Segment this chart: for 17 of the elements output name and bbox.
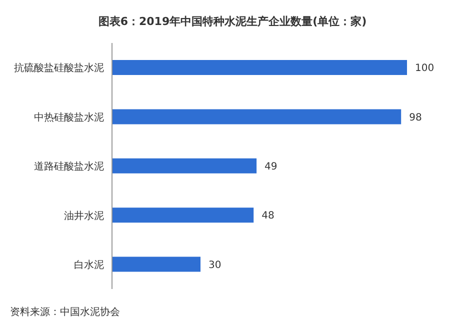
data-label: 100 [415, 63, 434, 74]
data-label: 48 [262, 210, 274, 222]
y-tick-label: 油井水泥 [64, 210, 104, 222]
y-tick-label: 中热硅酸盐水泥 [34, 111, 104, 124]
y-tick-label: 抗硫酸盐硅酸盐水泥 [14, 62, 104, 74]
data-label: 49 [264, 161, 278, 172]
data-label: 30 [208, 260, 222, 271]
chart-title: 图表6：2019年中国特种水泥生产企业数量(单位：家) [97, 14, 368, 29]
bar [112, 158, 257, 174]
bar [112, 60, 407, 75]
text: 资料来源：中国水泥协会 [10, 306, 120, 319]
data-label: 98 [409, 112, 422, 124]
bar [112, 208, 254, 223]
bar [112, 109, 402, 124]
y-tick-label: 白水泥 [74, 258, 104, 271]
y-tick-label: 道路硅酸盐水泥 [34, 160, 104, 173]
bar [112, 256, 200, 272]
